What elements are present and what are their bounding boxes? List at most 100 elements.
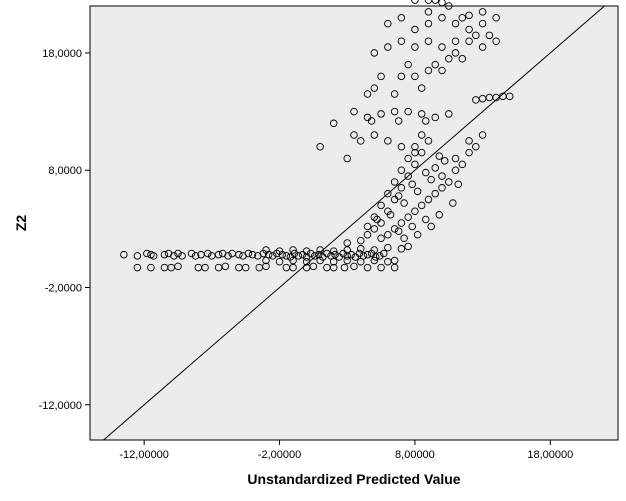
data-point xyxy=(417,131,426,139)
data-point xyxy=(343,252,351,260)
data-point xyxy=(262,246,270,254)
y-tick-label: 18,0000 xyxy=(42,48,82,60)
data-point xyxy=(343,239,351,247)
data-point xyxy=(384,19,392,28)
data-point xyxy=(417,110,426,118)
data-point xyxy=(417,201,426,210)
data-point xyxy=(323,249,331,258)
data-point xyxy=(310,252,319,260)
data-point xyxy=(451,154,460,163)
data-point xyxy=(347,250,356,259)
data-point xyxy=(384,230,392,239)
data-point xyxy=(478,131,487,139)
data-point xyxy=(294,252,303,260)
data-point xyxy=(394,117,403,125)
data-point xyxy=(394,192,403,200)
data-point xyxy=(397,13,406,22)
data-point xyxy=(306,249,315,258)
data-point xyxy=(411,0,419,4)
data-point xyxy=(397,166,406,174)
data-point xyxy=(384,189,392,198)
data-point xyxy=(438,0,446,7)
data-point xyxy=(373,215,381,224)
data-point xyxy=(316,246,324,254)
data-point xyxy=(201,263,209,272)
data-point xyxy=(273,249,281,258)
data-point xyxy=(445,178,453,186)
data-point xyxy=(331,250,339,259)
data-point xyxy=(370,84,379,92)
data-point xyxy=(143,249,151,258)
data-point xyxy=(370,213,379,221)
data-point xyxy=(413,187,422,196)
data-point xyxy=(290,249,299,258)
data-point xyxy=(404,172,412,180)
data-point xyxy=(309,262,318,271)
data-point xyxy=(408,180,416,189)
data-point xyxy=(424,0,433,4)
data-point xyxy=(422,168,430,177)
data-point xyxy=(390,225,399,233)
data-point xyxy=(472,143,480,151)
data-point xyxy=(478,8,487,16)
data-point xyxy=(478,19,487,28)
data-point xyxy=(411,207,419,216)
data-point xyxy=(248,250,257,259)
data-point xyxy=(350,107,358,116)
data-point xyxy=(465,11,473,20)
data-point xyxy=(191,252,200,260)
data-point xyxy=(431,113,439,122)
data-point xyxy=(397,143,406,151)
data-point xyxy=(363,230,372,239)
data-point xyxy=(431,60,439,69)
data-point xyxy=(120,250,128,259)
data-point xyxy=(438,43,446,51)
data-point xyxy=(408,222,416,231)
data-point xyxy=(275,257,284,266)
data-point xyxy=(224,252,232,260)
data-point xyxy=(492,37,500,45)
data-point xyxy=(370,246,379,254)
y-axis: -12,0000 -2,0000 8,0000 18,0000 xyxy=(39,48,90,412)
data-point xyxy=(411,160,419,169)
data-points xyxy=(120,0,514,272)
data-point xyxy=(427,175,435,184)
data-point xyxy=(394,227,403,235)
data-point xyxy=(451,49,460,57)
data-point xyxy=(445,110,453,118)
x-tick-label: -12,00000 xyxy=(119,449,169,461)
data-point xyxy=(440,157,449,165)
data-point xyxy=(244,249,253,258)
data-point xyxy=(492,13,500,22)
x-tick-label: -2,00000 xyxy=(258,449,301,461)
data-point xyxy=(438,66,446,75)
data-point xyxy=(454,180,462,189)
data-point xyxy=(149,252,158,260)
data-point xyxy=(289,246,297,254)
data-point xyxy=(377,72,385,81)
y-axis-title: Z2 xyxy=(13,215,29,232)
data-point xyxy=(355,249,364,258)
data-point xyxy=(315,250,323,259)
data-point xyxy=(413,230,422,239)
data-point xyxy=(363,90,372,98)
data-point xyxy=(445,55,453,63)
data-point xyxy=(343,154,351,163)
data-point xyxy=(445,2,453,10)
data-point xyxy=(187,249,196,258)
reference-line xyxy=(103,5,605,441)
data-point xyxy=(302,247,311,255)
data-point xyxy=(411,72,419,81)
data-point xyxy=(350,262,358,271)
data-point xyxy=(363,222,372,231)
data-point xyxy=(235,250,243,259)
data-point xyxy=(262,256,270,265)
data-point xyxy=(411,43,419,51)
data-point xyxy=(424,8,433,16)
data-point xyxy=(465,37,473,45)
data-point xyxy=(449,199,457,207)
data-point xyxy=(458,13,467,22)
data-point xyxy=(458,160,467,169)
data-point xyxy=(262,262,270,271)
data-point xyxy=(431,164,439,172)
